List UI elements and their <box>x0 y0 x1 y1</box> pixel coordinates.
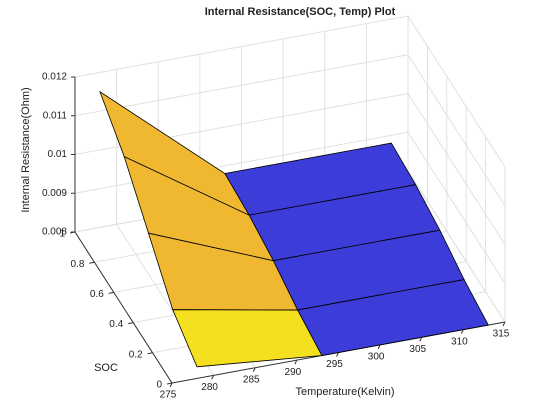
surface-face <box>172 309 323 368</box>
grid-line <box>407 15 506 168</box>
z-tick-label: 0.011 <box>43 110 68 121</box>
y-tick <box>166 382 173 385</box>
x-tick <box>502 321 506 327</box>
x-tick-label: 295 <box>326 359 343 370</box>
x-tick <box>419 337 423 342</box>
x-tick-label: 305 <box>409 344 426 355</box>
y-tick <box>89 261 95 264</box>
x-tick <box>211 375 215 380</box>
x-tick <box>169 382 173 388</box>
x-tick <box>377 344 381 350</box>
x-tick <box>294 359 298 365</box>
z-tick-label: 0.008 <box>42 227 67 238</box>
x-tick-label: 285 <box>243 374 260 385</box>
y-tick-label: 0.4 <box>109 319 123 330</box>
y-tick-label: 0.8 <box>70 259 84 270</box>
y-tick <box>147 352 153 355</box>
grid-line <box>407 170 506 323</box>
x-tick-label: 300 <box>368 352 385 363</box>
y-axis <box>74 231 173 384</box>
grid-line <box>74 54 409 117</box>
x-tick-label: 315 <box>493 329 510 340</box>
x-tick-label: 310 <box>451 336 468 347</box>
grid-line <box>74 131 409 194</box>
x-axis-label: Temperature(Kelvin) <box>295 386 394 398</box>
grid-line <box>407 54 506 207</box>
z-tick-label: 0.01 <box>48 149 68 160</box>
x-tick-label: 290 <box>285 367 302 378</box>
y-tick <box>108 291 114 294</box>
z-tick-label: 0.009 <box>42 188 67 199</box>
x-tick <box>336 352 339 357</box>
z-tick-label: 0.012 <box>42 72 67 83</box>
y-tick-label: 1 <box>59 229 65 240</box>
x-tick-label: 275 <box>160 390 177 401</box>
grid-line <box>407 131 506 284</box>
x-tick <box>252 367 256 372</box>
y-tick <box>128 322 134 325</box>
y-tick-label: 0 <box>156 380 162 391</box>
grid-line <box>74 15 409 78</box>
z-axis-label: Internal Resistance(Ohm) <box>20 87 32 212</box>
x-tick <box>460 329 464 334</box>
grid-line <box>407 93 506 245</box>
y-tick-label: 0.6 <box>90 289 104 300</box>
y-axis-label: SOC <box>94 362 118 374</box>
x-tick-label: 280 <box>201 382 218 393</box>
y-tick-label: 0.2 <box>129 349 143 360</box>
chart-title: Internal Resistance(SOC, Temp) Plot <box>205 6 396 18</box>
